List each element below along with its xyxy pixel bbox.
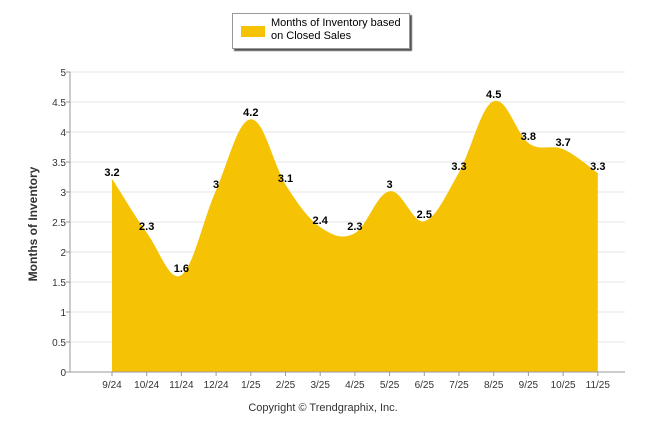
x-tick-label: 11/24 <box>169 380 194 391</box>
data-label: 2.3 <box>347 221 362 233</box>
data-label: 2.5 <box>417 209 432 221</box>
y-tick-label: 1 <box>60 308 66 319</box>
data-label: 1.6 <box>174 263 189 275</box>
y-tick-label: 3.5 <box>52 158 66 169</box>
data-label: 2.3 <box>139 221 154 233</box>
x-tick-label: 11/25 <box>586 380 611 391</box>
series-area[interactable] <box>112 101 598 372</box>
data-label: 2.4 <box>313 215 329 227</box>
y-tick-label: 4 <box>60 128 66 139</box>
x-tick-label: 3/25 <box>310 380 330 391</box>
y-tick-label: 0 <box>60 368 66 379</box>
x-tick-label: 4/25 <box>345 380 365 391</box>
data-label: 3 <box>213 179 219 191</box>
legend[interactable]: Months of Inventory based on Closed Sale… <box>232 13 410 49</box>
copyright-text: Copyright © Trendgraphix, Inc. <box>248 402 398 414</box>
y-tick-label: 4.5 <box>52 98 66 109</box>
series-line <box>111 100 599 278</box>
area-series <box>111 100 599 372</box>
x-tick-label: 1/25 <box>241 380 261 391</box>
data-label: 3.1 <box>278 173 293 185</box>
y-tick-label: 0.5 <box>52 338 66 349</box>
x-tick-label: 7/25 <box>449 380 469 391</box>
x-tick-label: 6/25 <box>415 380 435 391</box>
legend-swatch <box>241 26 265 37</box>
data-label: 3.7 <box>555 137 570 149</box>
data-labels: 3.2 2.3 1.6 3 4.2 3.1 2.4 2.3 3 2.5 3.3 4.5 3.8 3.7 3.… <box>104 89 605 275</box>
x-tick-labels: 9/24 10/24 11/24 12/24 1/25 2/25 3/25 4/25 5/25 6… <box>102 372 610 391</box>
x-tick-label: 5/25 <box>380 380 400 391</box>
y-tick-label: 2 <box>60 248 66 259</box>
data-label: 3.8 <box>521 131 536 143</box>
data-label: 3 <box>387 179 393 191</box>
y-tick-label: 1.5 <box>52 278 66 289</box>
x-tick-label: 9/24 <box>102 380 122 391</box>
data-label: 3.3 <box>451 161 466 173</box>
data-label: 4.2 <box>243 107 258 119</box>
y-tick-label: 5 <box>60 68 66 79</box>
x-tick-label: 2/25 <box>276 380 296 391</box>
x-tick-label: 10/25 <box>551 380 576 391</box>
x-tick-label: 8/25 <box>484 380 504 391</box>
x-tick-label: 9/25 <box>519 380 539 391</box>
y-tick-labels: 0 0.5 1 1.5 2 2.5 3 3.5 4 4.5 5 <box>52 68 70 379</box>
y-tick-label: 3 <box>60 188 66 199</box>
x-tick-label: 12/24 <box>204 380 229 391</box>
y-axis-title: Months of Inventory <box>26 166 40 282</box>
y-tick-label: 2.5 <box>52 218 66 229</box>
x-tick-label: 10/24 <box>134 380 159 391</box>
data-label: 3.2 <box>104 167 119 179</box>
data-label: 4.5 <box>486 89 501 101</box>
data-label: 3.3 <box>590 161 605 173</box>
legend-label: Months of Inventory based on Closed Sale… <box>271 17 401 42</box>
